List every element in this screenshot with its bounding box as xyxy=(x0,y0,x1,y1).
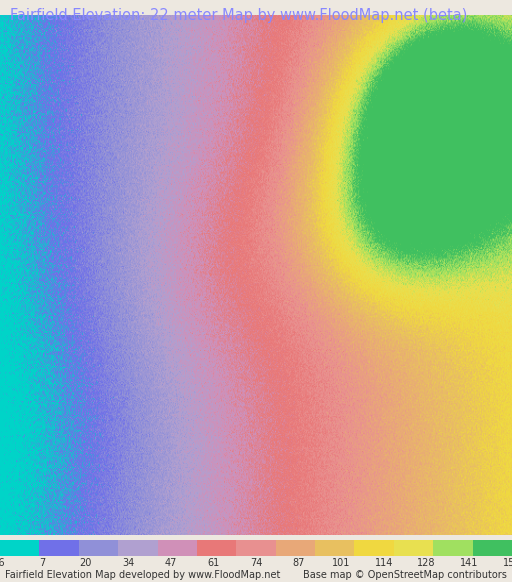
FancyBboxPatch shape xyxy=(118,540,158,556)
Text: 101: 101 xyxy=(332,559,351,569)
Text: 74: 74 xyxy=(250,559,262,569)
Text: 155: 155 xyxy=(503,559,512,569)
Text: Base map © OpenStreetMap contributors: Base map © OpenStreetMap contributors xyxy=(303,570,507,580)
Text: Fairfield Elevation: 22 meter Map by www.FloodMap.net (beta): Fairfield Elevation: 22 meter Map by www… xyxy=(10,8,467,23)
FancyBboxPatch shape xyxy=(79,540,118,556)
FancyBboxPatch shape xyxy=(0,540,39,556)
Text: 61: 61 xyxy=(207,559,220,569)
FancyBboxPatch shape xyxy=(237,540,275,556)
Text: -6: -6 xyxy=(0,559,5,569)
FancyBboxPatch shape xyxy=(158,540,197,556)
Text: 114: 114 xyxy=(375,559,393,569)
Text: 128: 128 xyxy=(417,559,436,569)
FancyBboxPatch shape xyxy=(197,540,237,556)
FancyBboxPatch shape xyxy=(354,540,394,556)
Text: 141: 141 xyxy=(460,559,479,569)
FancyBboxPatch shape xyxy=(473,540,512,556)
FancyBboxPatch shape xyxy=(275,540,315,556)
Text: 47: 47 xyxy=(164,559,177,569)
FancyBboxPatch shape xyxy=(39,540,79,556)
FancyBboxPatch shape xyxy=(315,540,354,556)
FancyBboxPatch shape xyxy=(433,540,473,556)
Text: 87: 87 xyxy=(292,559,305,569)
FancyBboxPatch shape xyxy=(394,540,433,556)
Text: 7: 7 xyxy=(39,559,46,569)
Text: Fairfield Elevation Map developed by www.FloodMap.net: Fairfield Elevation Map developed by www… xyxy=(5,570,281,580)
Text: 20: 20 xyxy=(79,559,92,569)
Text: 34: 34 xyxy=(122,559,134,569)
